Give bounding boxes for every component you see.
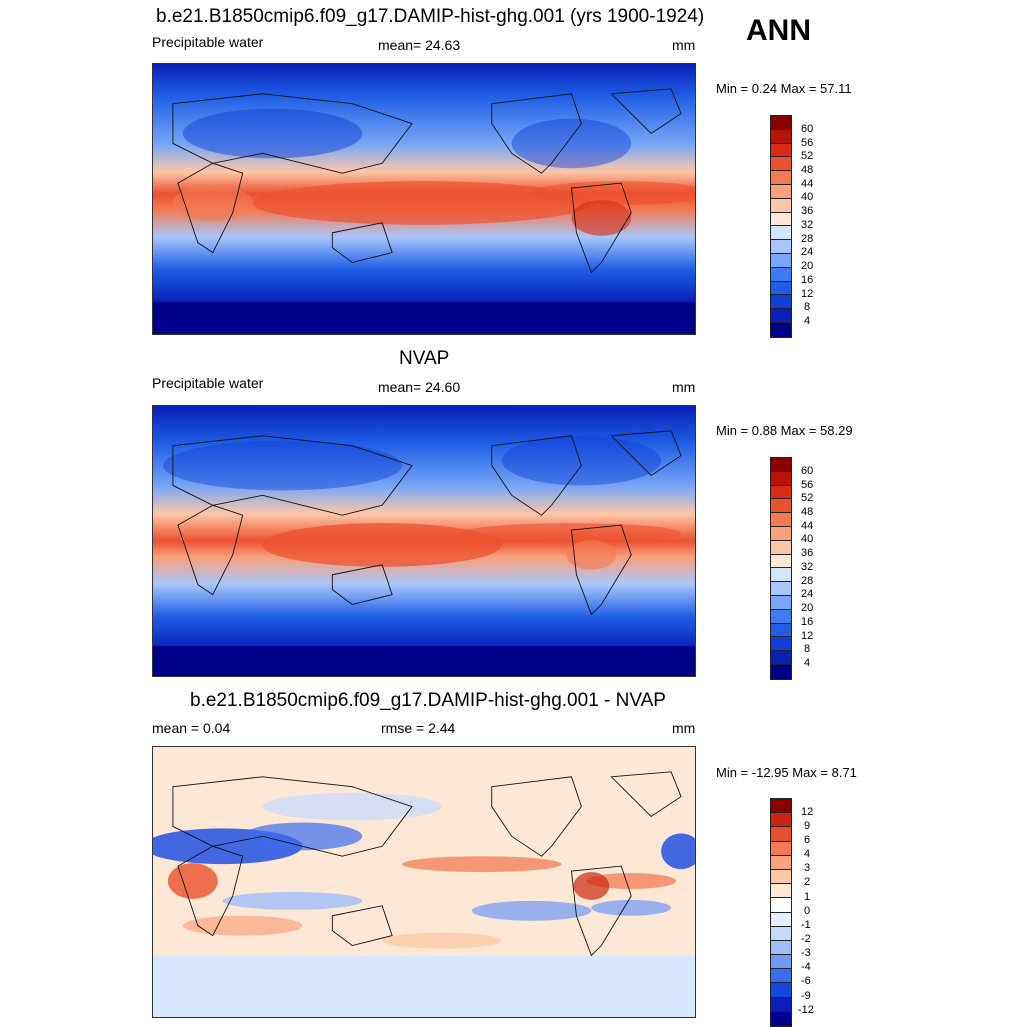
panel3-map [152,746,696,1018]
panel1-cb-tick: 4 [804,315,811,327]
panel1-cb-tick: 32 [801,219,814,231]
panel1-minmax-label: Min = 0.24 Max = 57.11 [716,81,852,96]
panel1-cb-tick: 44 [801,178,814,190]
panel1-cb-tick: 36 [801,205,814,217]
panel3-cb-tick: -1 [801,919,811,931]
panel1-cb-tick: 12 [801,288,814,300]
panel3-cb-tick: -6 [801,975,811,987]
panel3-mean-label: mean = 0.04 [152,720,231,736]
panel2-cb-tick: 28 [801,575,814,587]
panel2-cb-tick: 12 [801,630,814,642]
panel2-cb-tick: 48 [801,506,814,518]
panel2-variable-label: Precipitable water [152,375,264,391]
panel1-colorbar [770,115,792,338]
panel2-cb-tick: 24 [801,588,814,600]
panel2-cb-tick: 4 [804,657,811,669]
panel1-cb-tick: 40 [801,191,814,203]
season-label: ANN [746,14,811,47]
panel1-cb-tick: 56 [801,137,814,149]
panel3-cb-tick: -4 [801,961,811,973]
panel3-cb-tick: -9 [801,990,811,1002]
panel2-cb-tick: 36 [801,547,814,559]
panel2-colorbar [770,457,792,680]
panel2-cb-tick: 20 [801,602,814,614]
panel1-cb-tick: 52 [801,150,814,162]
panel3-colorbar [770,798,792,1027]
panel1-cb-tick: 20 [801,260,814,272]
panel1-cb-tick: 24 [801,246,814,258]
panel1-cb-tick: 8 [804,301,811,313]
panel3-title: b.e21.B1850cmip6.f09_g17.DAMIP-hist-ghg.… [190,690,666,711]
panel3-cb-tick: 12 [801,806,814,818]
panel3-cb-tick: 6 [804,834,811,846]
panel2-minmax-label: Min = 0.88 Max = 58.29 [716,423,853,438]
panel2-map [152,405,696,677]
panel1-cb-tick: 60 [801,123,814,135]
panel3-units-label: mm [672,720,696,736]
panel3-cb-tick: -3 [801,947,811,959]
panel2-cb-tick: 52 [801,492,814,504]
panel1-cb-tick: 28 [801,233,814,245]
panel2-title: NVAP [399,348,450,369]
panel2-cb-tick: 32 [801,561,814,573]
panel3-cb-tick: 9 [804,820,811,832]
panel3-cb-tick: 0 [804,905,811,917]
panel2-mean-label: mean= 24.60 [378,379,461,395]
panel1-cb-tick: 16 [801,274,814,286]
panel3-minmax-label: Min = -12.95 Max = 8.71 [716,765,857,780]
panel1-variable-label: Precipitable water [152,34,264,50]
panel1-title: b.e21.B1850cmip6.f09_g17.DAMIP-hist-ghg.… [156,6,705,27]
panel1-cb-tick: 48 [801,164,814,176]
panel3-cb-tick: 4 [804,848,811,860]
panel2-cb-tick: 60 [801,465,814,477]
panel3-cb-tick: -2 [801,933,811,945]
panel2-cb-tick: 56 [801,479,814,491]
panel1-mean-label: mean= 24.63 [378,37,461,53]
panel2-units-label: mm [672,379,696,395]
panel2-cb-tick: 40 [801,533,814,545]
panel3-cb-tick: 2 [804,876,811,888]
panel3-cb-tick: 1 [804,891,811,903]
panel2-cb-tick: 44 [801,520,814,532]
panel3-cb-tick: -12 [798,1004,814,1016]
panel2-cb-tick: 8 [804,643,811,655]
panel3-cb-tick: 3 [804,862,811,874]
panel2-cb-tick: 16 [801,616,814,628]
panel1-units-label: mm [672,37,696,53]
panel3-rmse-label: rmse = 2.44 [381,720,456,736]
panel1-map [152,63,696,335]
